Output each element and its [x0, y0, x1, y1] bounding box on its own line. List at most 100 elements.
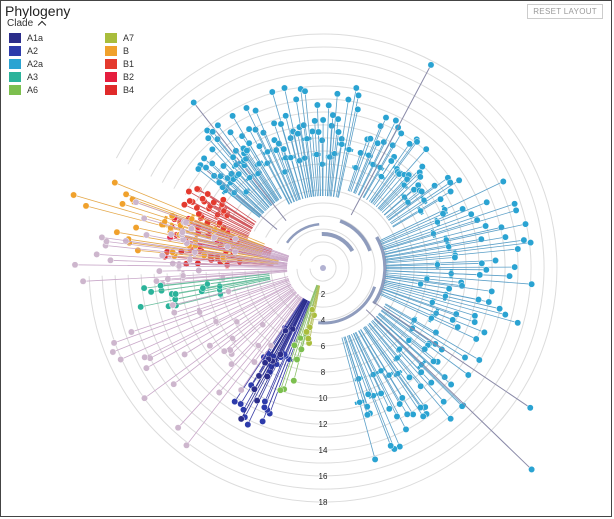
clade-a2a-leaf-node[interactable]: [447, 381, 455, 388]
clade-a2a-leaf-node[interactable]: [511, 263, 519, 271]
clade-a7-leaf-node[interactable]: [304, 335, 312, 343]
clade-a2a-internal-node[interactable]: [301, 154, 308, 162]
clade-a2a-leaf-node[interactable]: [229, 112, 237, 120]
clade-a2a-leaf-node[interactable]: [235, 170, 243, 178]
clade-a2a-leaf-node[interactable]: [227, 128, 234, 136]
clade-unassigned-leaf-node[interactable]: [141, 394, 148, 402]
clade-unassigned-leaf-node[interactable]: [206, 342, 214, 350]
clade-a2a-leaf-node[interactable]: [418, 163, 426, 171]
clade-a2a-leaf-node[interactable]: [506, 272, 513, 280]
clade-b-leaf-node[interactable]: [122, 190, 130, 198]
clade-unassigned-leaf-node[interactable]: [174, 424, 182, 432]
clade-a2a-leaf-node[interactable]: [355, 91, 362, 99]
clade-b1-leaf-node[interactable]: [199, 195, 207, 203]
clade-a2a-leaf-node[interactable]: [421, 345, 429, 353]
clade-unassigned-internal-node[interactable]: [229, 335, 236, 342]
clade-unassigned-leaf-node[interactable]: [170, 309, 178, 317]
clade-a2a-leaf-node[interactable]: [210, 172, 218, 180]
clade-a6-leaf-node[interactable]: [290, 341, 298, 349]
clade-unassigned-leaf-node[interactable]: [183, 441, 190, 449]
clade-a2a-leaf-node[interactable]: [445, 285, 453, 293]
clade-a2a-leaf-node[interactable]: [431, 182, 439, 190]
clade-a2a-leaf-node[interactable]: [333, 90, 341, 98]
clade-a2a-leaf-node[interactable]: [270, 136, 278, 144]
clade-a2a-internal-node[interactable]: [418, 361, 425, 368]
clade-a2a-leaf-node[interactable]: [371, 455, 379, 463]
clade-a2a-leaf-node[interactable]: [277, 120, 285, 128]
clade-a2a-leaf-node[interactable]: [385, 405, 393, 413]
clade-a2a-leaf-node[interactable]: [416, 173, 424, 181]
clade-a2a-leaf-node[interactable]: [387, 157, 395, 165]
clade-a2a-internal-node[interactable]: [434, 218, 441, 226]
clade-a2a-leaf-node[interactable]: [194, 165, 202, 173]
clade-a2a-internal-node[interactable]: [378, 173, 385, 180]
clade-unassigned-leaf-node[interactable]: [93, 250, 101, 258]
clade-a2a-leaf-node[interactable]: [204, 134, 212, 142]
clade-unassigned-leaf-node[interactable]: [215, 389, 223, 396]
clade-unassigned-leaf-node[interactable]: [169, 260, 177, 268]
clade-a7-leaf-node[interactable]: [303, 328, 310, 336]
clade-a2a-internal-node[interactable]: [405, 337, 413, 344]
clade-a2a-internal-node[interactable]: [356, 399, 363, 406]
clade-a2a-leaf-node[interactable]: [403, 175, 411, 183]
clade-a2a-internal-node[interactable]: [394, 354, 401, 362]
clade-a2a-leaf-node[interactable]: [451, 253, 459, 261]
clade-unassigned-internal-node[interactable]: [186, 256, 194, 264]
clade-unassigned-leaf-node[interactable]: [220, 347, 228, 355]
clade-a2a-internal-node[interactable]: [303, 135, 311, 143]
clade-b-leaf-node[interactable]: [119, 200, 126, 208]
clade-a6-leaf-node[interactable]: [276, 386, 284, 394]
clade-a2a-leaf-node[interactable]: [396, 400, 404, 408]
clade-a2a-leaf-node[interactable]: [334, 115, 342, 123]
clade-a2-leaf-node[interactable]: [259, 417, 267, 425]
clade-a2a-leaf-node[interactable]: [499, 178, 507, 185]
clade-a2a-leaf-node[interactable]: [209, 128, 217, 136]
clade-a2a-leaf-node[interactable]: [300, 121, 308, 129]
clade-a2a-leaf-node[interactable]: [402, 425, 410, 433]
clade-unassigned-leaf-node[interactable]: [107, 256, 114, 264]
clade-a2a-leaf-node[interactable]: [213, 135, 221, 143]
clade-a2a-leaf-node[interactable]: [475, 356, 483, 364]
clade-a2a-leaf-node[interactable]: [511, 200, 519, 208]
clade-unassigned-leaf-node[interactable]: [170, 380, 178, 388]
clade-a2a-leaf-node[interactable]: [243, 104, 250, 112]
clade-a2a-leaf-node[interactable]: [483, 198, 491, 206]
clade-a2a-leaf-node[interactable]: [482, 266, 490, 274]
clade-a2a-leaf-node[interactable]: [398, 394, 406, 402]
legend-item-b2[interactable]: B2: [105, 72, 134, 82]
clade-a2a-leaf-node[interactable]: [512, 206, 520, 214]
clade-a2a-leaf-node[interactable]: [190, 99, 198, 106]
clade-a2a-leaf-node[interactable]: [413, 138, 421, 146]
clade-a2a-leaf-node[interactable]: [528, 466, 536, 473]
clade-a2a-leaf-node[interactable]: [393, 413, 401, 420]
clade-a2a-leaf-node[interactable]: [526, 404, 534, 412]
clade-unassigned-internal-node[interactable]: [267, 342, 275, 349]
clade-a2a-leaf-node[interactable]: [464, 371, 472, 379]
clade-a2a-leaf-node[interactable]: [471, 312, 479, 320]
clade-a2a-internal-node[interactable]: [264, 148, 271, 156]
clade-a2a-leaf-node[interactable]: [397, 129, 405, 137]
clade-a2a-leaf-node[interactable]: [461, 354, 469, 361]
clade-a2a-leaf-node[interactable]: [325, 101, 333, 109]
legend-item-b1[interactable]: B1: [105, 59, 134, 69]
clade-a2a-leaf-node[interactable]: [427, 379, 435, 387]
clade-a2-leaf-node[interactable]: [260, 403, 268, 411]
clade-a2a-leaf-node[interactable]: [472, 335, 480, 343]
clade-a3-leaf-node[interactable]: [137, 303, 145, 311]
clade-unassigned-internal-node[interactable]: [255, 342, 262, 349]
clade-unassigned-leaf-node[interactable]: [228, 360, 236, 368]
clade-unassigned-leaf-node[interactable]: [143, 231, 150, 239]
clade-a2a-leaf-node[interactable]: [329, 111, 337, 119]
clade-a2a-leaf-node[interactable]: [364, 390, 372, 398]
clade-a2a-leaf-node[interactable]: [419, 412, 427, 420]
clade-a2a-leaf-node[interactable]: [406, 373, 413, 381]
clade-a2a-leaf-node[interactable]: [514, 319, 522, 327]
clade-a2a-leaf-node[interactable]: [377, 389, 385, 397]
clade-a7-internal-node[interactable]: [308, 306, 316, 313]
clade-unassigned-leaf-node[interactable]: [142, 364, 150, 372]
clade-a2a-leaf-node[interactable]: [482, 222, 490, 230]
clade-a3-leaf-node[interactable]: [157, 282, 165, 290]
clade-a2a-leaf-node[interactable]: [455, 176, 463, 184]
clade-a2a-leaf-node[interactable]: [282, 112, 290, 120]
